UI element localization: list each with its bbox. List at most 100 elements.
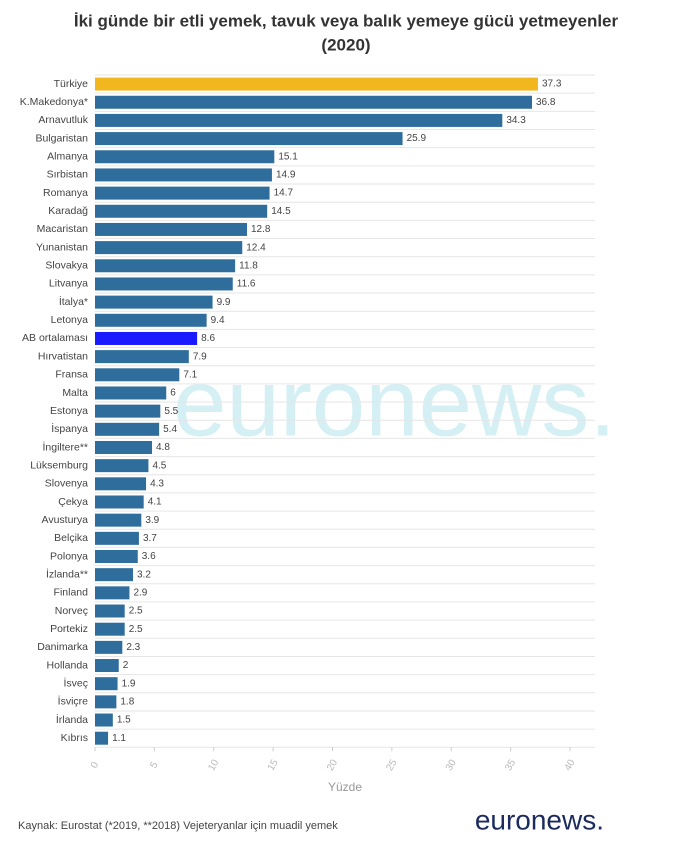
- value-label: 37.3: [542, 79, 562, 90]
- value-label: 4.1: [148, 497, 162, 508]
- value-label: 1.9: [122, 678, 136, 689]
- value-label: 3.7: [143, 533, 157, 544]
- bar: [95, 404, 161, 418]
- y-tick-label: Yunanistan: [36, 241, 88, 253]
- value-label: 6: [170, 388, 176, 399]
- y-tick-label: Hollanda: [47, 659, 89, 671]
- bar: [95, 132, 403, 146]
- x-tick-label: 10: [206, 757, 221, 773]
- y-tick-label: Fransa: [55, 369, 88, 381]
- x-tick-label: 40: [563, 757, 578, 773]
- y-tick-label: Malta: [62, 387, 88, 399]
- y-tick-label: Portekiz: [50, 623, 88, 635]
- bar: [95, 95, 532, 109]
- bar: [95, 677, 118, 691]
- bar: [95, 513, 142, 527]
- value-label: 2.5: [129, 624, 143, 635]
- y-tick-label: Letonya: [51, 314, 89, 326]
- bar: [95, 495, 144, 509]
- bar: [95, 440, 152, 454]
- value-label: 15.1: [278, 151, 298, 162]
- value-label: 11.8: [239, 260, 258, 271]
- value-label: 2: [123, 660, 129, 671]
- value-label: 9.4: [211, 315, 225, 326]
- bar: [95, 640, 123, 654]
- x-tick-label: 0: [89, 760, 102, 771]
- y-tick-label: K.Makedonya*: [20, 96, 88, 108]
- bar: [95, 350, 189, 364]
- y-tick-label: Belçika: [54, 532, 88, 544]
- y-tick-label: Slovenya: [45, 478, 88, 490]
- value-label: 14.9: [276, 170, 296, 181]
- value-label: 4.3: [150, 478, 164, 489]
- bar: [95, 277, 233, 291]
- value-label: 2.9: [133, 587, 147, 598]
- y-tick-label: Avusturya: [42, 514, 89, 526]
- bar: [95, 295, 213, 309]
- source-note: Kaynak: Eurostat (*2019, **2018) Vejeter…: [18, 820, 338, 832]
- bar: [95, 331, 198, 345]
- value-label: 14.5: [271, 206, 291, 217]
- y-tick-label: Macaristan: [37, 223, 89, 235]
- bar: [95, 568, 133, 582]
- value-label: 1.8: [120, 697, 134, 708]
- y-tick-label: Romanya: [43, 187, 88, 199]
- bar: [95, 459, 149, 473]
- y-tick-label: İsviçre: [58, 695, 88, 708]
- y-tick-label: Sırbistan: [47, 169, 89, 181]
- value-label: 3.2: [137, 569, 151, 580]
- value-label: 3.6: [142, 551, 156, 562]
- value-label: 1.5: [117, 715, 131, 726]
- y-tick-label: Türkiye: [54, 78, 89, 90]
- chart-title: İki günde bir etli yemek, tavuk veya bal…: [74, 11, 619, 30]
- bar: [95, 222, 247, 236]
- value-label: 12.4: [246, 242, 266, 253]
- y-tick-label: İspanya: [51, 422, 88, 435]
- value-label: 4.8: [156, 442, 170, 453]
- chart-subtitle: (2020): [321, 35, 370, 54]
- y-tick-label: Litvanya: [49, 278, 88, 290]
- x-axis-label: Yüzde: [328, 780, 362, 794]
- bar: [95, 168, 272, 182]
- y-tick-label: Çekya: [58, 496, 88, 508]
- value-label: 34.3: [506, 115, 526, 126]
- y-tick-label: Lüksemburg: [30, 459, 88, 471]
- y-tick-label: İzlanda**: [46, 567, 88, 580]
- bar: [95, 422, 160, 436]
- y-tick-label: Norveç: [55, 605, 88, 617]
- value-label: 9.9: [217, 297, 231, 308]
- y-tick-label: İtalya*: [59, 295, 88, 308]
- bar: [95, 731, 109, 745]
- x-tick-label: 5: [148, 760, 161, 771]
- y-tick-label: İsveç: [63, 676, 88, 689]
- value-label: 25.9: [407, 133, 427, 144]
- value-label: 5.5: [164, 406, 178, 417]
- bar: [95, 550, 138, 564]
- value-label: 5.4: [163, 424, 177, 435]
- value-label: 11.6: [237, 279, 256, 290]
- bar: [95, 259, 236, 273]
- y-tick-label: Karadağ: [48, 205, 88, 217]
- y-tick-label: AB ortalaması: [22, 332, 88, 344]
- y-tick-label: Kıbrıs: [61, 732, 88, 744]
- x-tick-label: 35: [503, 757, 518, 773]
- bar: [95, 186, 270, 200]
- value-label: 12.8: [251, 224, 271, 235]
- value-label: 2.5: [129, 606, 143, 617]
- x-tick-label: 15: [266, 757, 281, 773]
- y-tick-label: Almanya: [47, 151, 88, 163]
- value-label: 7.9: [193, 351, 207, 362]
- x-tick-label: 20: [325, 757, 340, 773]
- y-tick-label: Bulgaristan: [35, 132, 88, 144]
- bar: [95, 604, 125, 618]
- value-label: 3.9: [145, 515, 159, 526]
- bar: [95, 77, 538, 91]
- value-label: 1.1: [112, 733, 126, 744]
- bar: [95, 695, 117, 709]
- bar: [95, 386, 167, 400]
- bar: [95, 368, 180, 382]
- logo: euronews.: [475, 804, 604, 835]
- y-tick-label: Finland: [54, 587, 89, 599]
- bar: [95, 659, 119, 673]
